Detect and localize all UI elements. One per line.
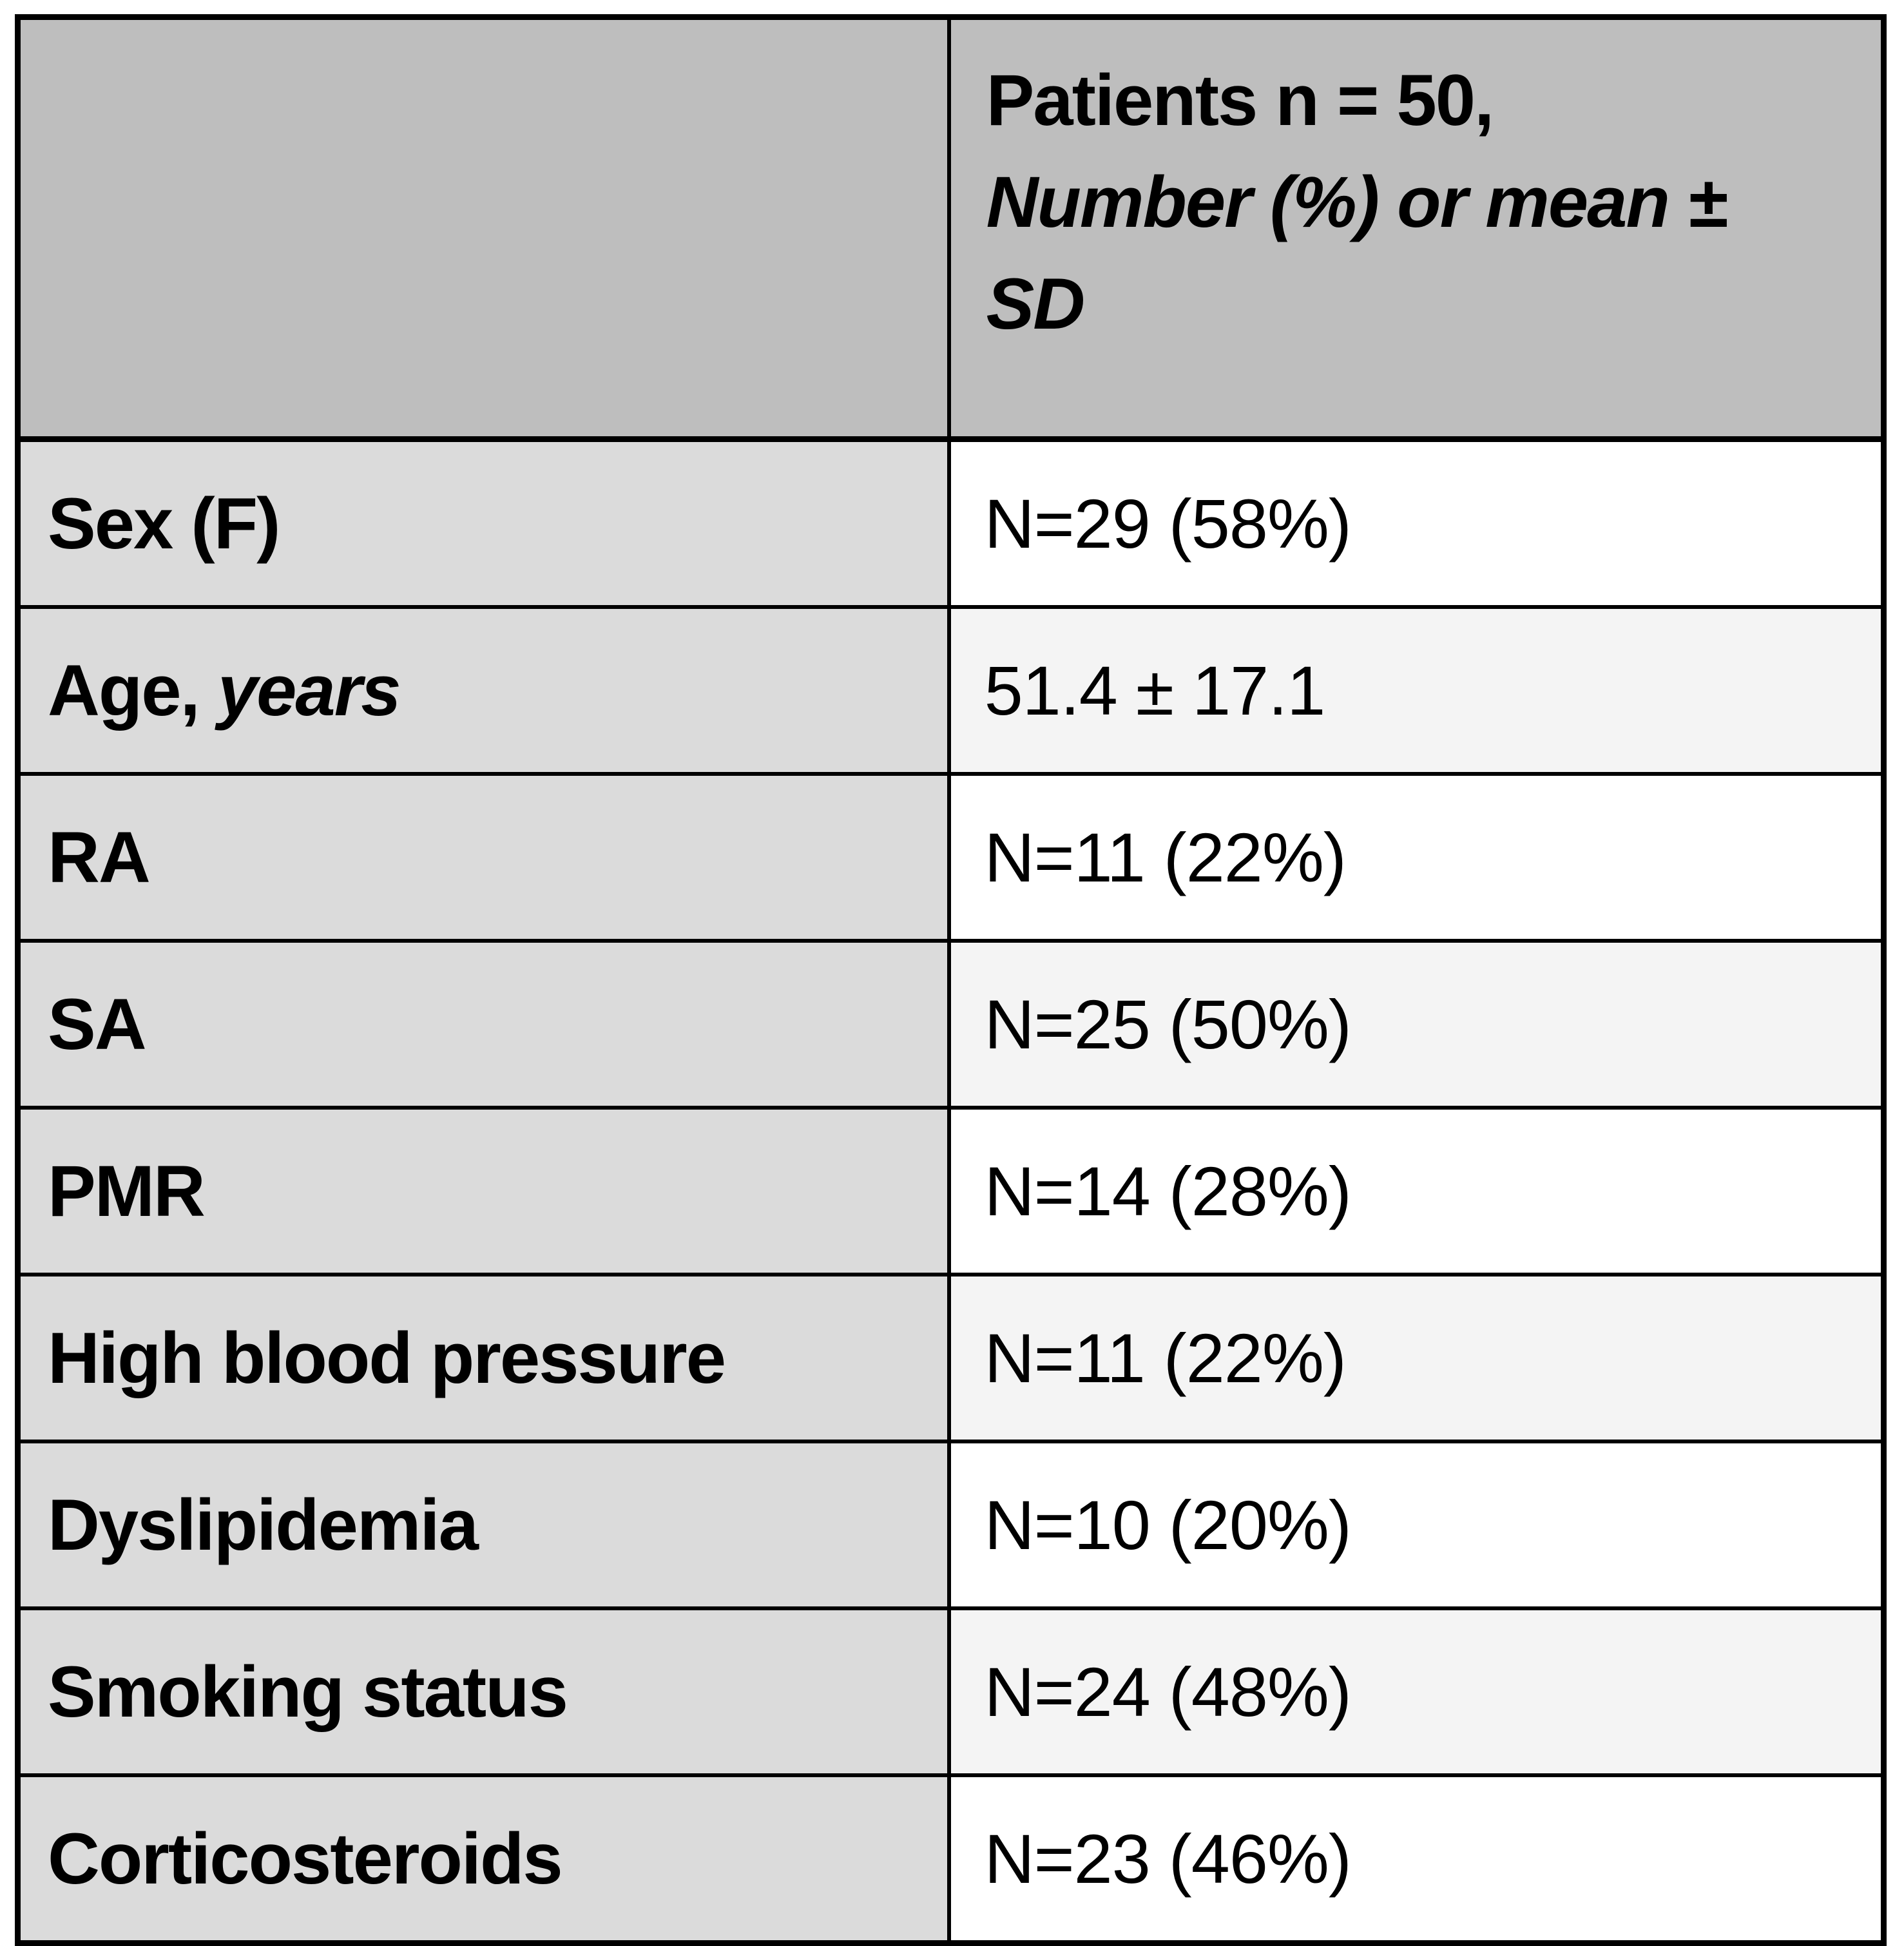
- header-row: Patients n = 50, Number (%) or mean ± SD: [15, 15, 1886, 442]
- row-label-text: Dyslipidemia: [48, 1485, 479, 1565]
- table-row: Smoking status N=24 (48%): [15, 1606, 1886, 1777]
- row-label-text: High blood pressure: [48, 1318, 726, 1398]
- table-row: PMR N=14 (28%): [15, 1106, 1886, 1276]
- header-line-number-mean: Number (%) or mean ±: [986, 162, 1727, 242]
- row-label-text: Sex (F): [48, 483, 280, 564]
- row-value-cell: N=25 (50%): [947, 939, 1886, 1110]
- table-row: Corticosteroids N=23 (46%): [15, 1773, 1886, 1945]
- row-label-cell: RA: [15, 772, 951, 943]
- row-label-italic: years: [217, 650, 401, 731]
- row-value-cell: 51.4 ± 17.1: [947, 605, 1886, 776]
- row-value-cell: N=23 (46%): [947, 1773, 1886, 1945]
- row-label-text: RA: [48, 817, 151, 898]
- row-label-text: Corticosteroids: [48, 1818, 563, 1899]
- table-row: Dyslipidemia N=10 (20%): [15, 1440, 1886, 1610]
- header-patients-cell: Patients n = 50, Number (%) or mean ± SD: [947, 15, 1886, 442]
- table-row: High blood pressure N=11 (22%): [15, 1273, 1886, 1443]
- row-value-cell: N=11 (22%): [947, 1273, 1886, 1443]
- row-label-cell: Dyslipidemia: [15, 1440, 951, 1610]
- patient-characteristics-table: Patients n = 50, Number (%) or mean ± SD…: [15, 14, 1887, 1946]
- row-label-cell: Age, years: [15, 605, 951, 776]
- table-row: Sex (F) N=29 (58%): [15, 437, 1886, 609]
- row-label-cell: Corticosteroids: [15, 1773, 951, 1945]
- row-value-cell: N=24 (48%): [947, 1606, 1886, 1777]
- row-value-cell: N=29 (58%): [947, 437, 1886, 609]
- row-value-cell: N=10 (20%): [947, 1440, 1886, 1610]
- row-label-cell: SA: [15, 939, 951, 1110]
- row-label-cell: PMR: [15, 1106, 951, 1276]
- row-label-text: SA: [48, 984, 147, 1065]
- header-line-sd: SD: [986, 264, 1086, 344]
- row-label-text: Smoking status: [48, 1652, 568, 1732]
- row-label-text: Age,: [48, 650, 218, 731]
- table-row: Age, years 51.4 ± 17.1: [15, 605, 1886, 776]
- header-corner-cell: [15, 15, 951, 442]
- table-row: RA N=11 (22%): [15, 772, 1886, 943]
- row-label-cell: High blood pressure: [15, 1273, 951, 1443]
- page: { "colors": { "page_bg": "#ffffff", "hea…: [15, 14, 1887, 1946]
- row-label-text: PMR: [48, 1151, 206, 1231]
- row-label-cell: Smoking status: [15, 1606, 951, 1777]
- table-row: SA N=25 (50%): [15, 939, 1886, 1110]
- header-line-patients: Patients n = 50,: [986, 60, 1495, 140]
- row-value-cell: N=11 (22%): [947, 772, 1886, 943]
- row-label-cell: Sex (F): [15, 437, 951, 609]
- row-value-cell: N=14 (28%): [947, 1106, 1886, 1276]
